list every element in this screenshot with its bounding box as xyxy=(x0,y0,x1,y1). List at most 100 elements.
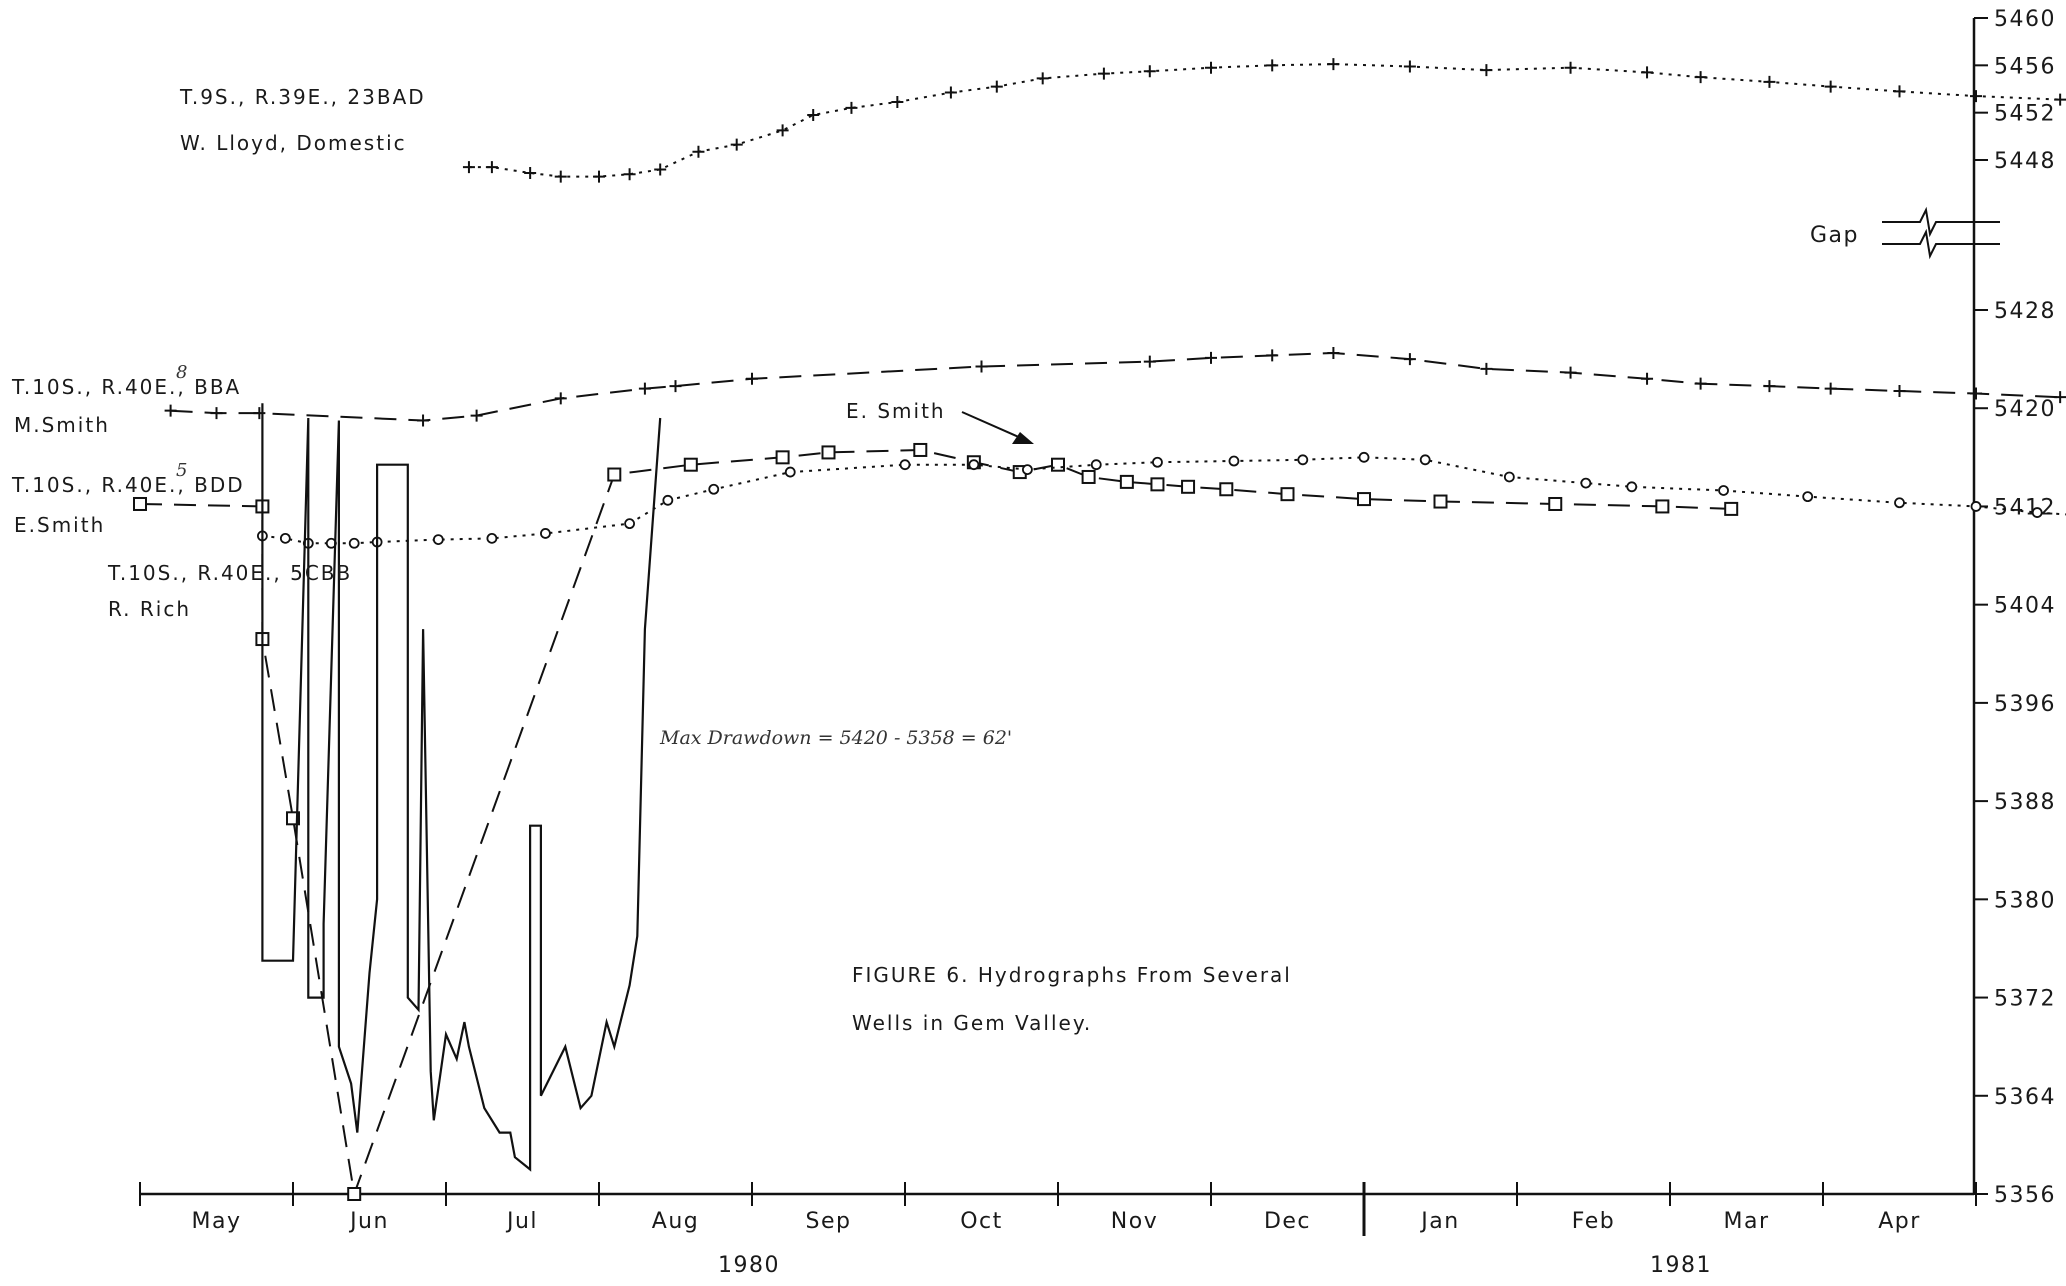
series-line xyxy=(262,456,2066,545)
square-point xyxy=(1081,469,1096,484)
plus-point xyxy=(1970,387,1982,400)
axis-break-symbol xyxy=(1882,206,2000,260)
circle-point xyxy=(1580,477,1592,489)
series-layer xyxy=(133,58,2066,1201)
circle-point xyxy=(1894,497,1905,509)
x-tick-label: Nov xyxy=(1111,1209,1158,1234)
square-point xyxy=(775,450,790,465)
plus-point xyxy=(1893,385,1906,398)
circle-point xyxy=(624,518,635,530)
well-label-esmith: T.10S., R.40E., BDD 5 E.Smith xyxy=(11,460,243,537)
x-tick-label: Sep xyxy=(806,1209,852,1234)
square-point xyxy=(1181,479,1196,494)
circle-point xyxy=(968,459,980,471)
series-label-rich-location: T.10S., R.40E., 5CBB xyxy=(107,561,352,585)
plus-point xyxy=(730,138,743,151)
series-3 xyxy=(256,451,2066,549)
plus-point xyxy=(1327,346,1340,359)
circle-point xyxy=(348,537,360,549)
plus-point xyxy=(623,168,636,181)
circle-point xyxy=(1503,471,1515,483)
plus-point xyxy=(990,80,1003,93)
square-point xyxy=(1357,492,1371,507)
plus-point xyxy=(654,163,667,176)
plus-point xyxy=(1564,61,1577,74)
square-point xyxy=(607,467,622,482)
figure-title-line2: Wells in Gem Valley. xyxy=(852,1011,1092,1035)
plus-point xyxy=(485,161,498,174)
series-0 xyxy=(462,58,2066,183)
square-point xyxy=(683,457,698,472)
plus-point xyxy=(1266,59,1279,72)
y-tick-label: 5448 xyxy=(1994,149,2056,174)
circle-point xyxy=(1228,455,1240,467)
series-2 xyxy=(133,442,1739,1201)
pointer-label-esmith: E. Smith xyxy=(846,399,946,423)
series-label-msmith-location: T.10S., R.40E., BBA xyxy=(11,375,241,399)
pointer-arrow xyxy=(961,411,1034,444)
plus-point xyxy=(1694,377,1707,390)
plus-point xyxy=(210,407,223,420)
square-point xyxy=(133,496,147,511)
plus-point xyxy=(462,161,475,174)
circle-point xyxy=(540,528,551,539)
square-point xyxy=(1051,457,1065,472)
y-tick-label: 5404 xyxy=(1994,594,2056,619)
circle-point xyxy=(1802,491,1814,503)
circle-point xyxy=(1297,454,1309,466)
circle-point xyxy=(708,483,720,495)
square-point xyxy=(1280,487,1295,502)
series-label-esmith-owner: E.Smith xyxy=(14,513,105,537)
x-tick-label: Dec xyxy=(1264,1209,1311,1234)
plus-point xyxy=(593,170,605,183)
square-point xyxy=(1655,499,1670,514)
square-point xyxy=(1119,474,1134,489)
plus-point xyxy=(1480,64,1493,77)
gap-label: Gap xyxy=(1810,223,1859,248)
circle-point xyxy=(279,532,291,544)
x-tick-label: Mar xyxy=(1723,1209,1769,1234)
series-line xyxy=(139,448,1732,1198)
year-label-1981: 1981 xyxy=(1650,1253,1712,1278)
circle-point xyxy=(1022,464,1033,476)
well-label-rich: T.10S., R.40E., 5CBB R. Rich xyxy=(107,561,352,621)
plus-point xyxy=(1763,75,1776,88)
y-ticks: 5428 5420 5412 5404 5396 5388 5380 5372 5364 5356… xyxy=(1974,7,2056,1208)
circle-point xyxy=(899,459,911,471)
series-1 xyxy=(164,346,2066,427)
plus-point xyxy=(1641,372,1654,385)
x-ticks: May Jun Jul Aug Sep Oct Nov Dec Jan Feb Mar Apr xyxy=(139,1182,1977,1236)
plus-point xyxy=(554,392,567,405)
circle-point xyxy=(432,534,444,545)
plus-point xyxy=(417,414,430,427)
plus-point xyxy=(2054,93,2066,106)
circle-point xyxy=(1626,481,1638,493)
square-point xyxy=(1724,501,1739,516)
plus-point xyxy=(845,101,858,114)
x-tick-label: Jun xyxy=(348,1209,389,1234)
plus-point xyxy=(1641,66,1654,79)
series-label-lloyd-owner: W. Lloyd, Domestic xyxy=(180,131,407,155)
square-point xyxy=(913,442,928,457)
plus-point xyxy=(638,382,651,395)
y-tick-label: 5364 xyxy=(1994,1085,2056,1110)
y-tick-label: 5428 xyxy=(1994,299,2056,324)
circle-point xyxy=(2031,507,2043,518)
circle-point xyxy=(1090,459,1102,471)
plus-point xyxy=(975,360,988,373)
x-tick-label: Oct xyxy=(960,1209,1003,1234)
plus-point xyxy=(1266,349,1279,362)
series-label-rich-owner: R. Rich xyxy=(108,597,191,621)
series-label-lloyd-location: T.9S., R.39E., 23BAD xyxy=(179,85,426,109)
square-point xyxy=(347,1187,362,1201)
y-tick-label: 5372 xyxy=(1994,987,2056,1012)
plus-point xyxy=(1205,351,1217,364)
plus-point xyxy=(1143,65,1156,78)
plus-point xyxy=(1403,60,1416,73)
plus-point xyxy=(554,170,567,183)
figure-title-line1: FIGURE 6. Hydrographs From Several xyxy=(852,963,1292,987)
plus-point xyxy=(1205,61,1217,74)
circle-point xyxy=(662,494,674,506)
plus-point xyxy=(776,124,789,137)
